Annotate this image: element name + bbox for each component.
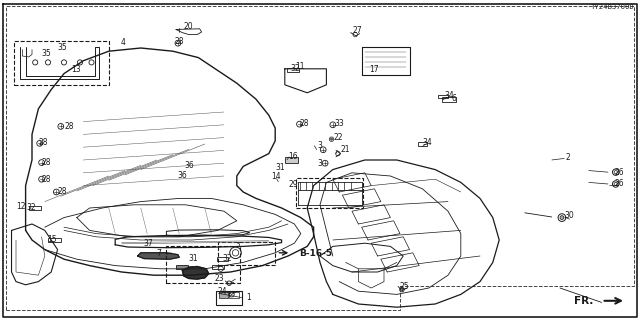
Text: 28: 28 bbox=[65, 122, 74, 131]
Text: 7: 7 bbox=[156, 249, 161, 258]
Bar bbox=[287, 68, 299, 72]
Text: 29: 29 bbox=[288, 180, 298, 189]
Text: 34: 34 bbox=[444, 91, 454, 100]
Text: 28: 28 bbox=[42, 175, 51, 184]
Bar bbox=[229, 292, 239, 298]
Bar bbox=[216, 291, 242, 305]
Text: 12: 12 bbox=[16, 202, 25, 211]
Bar bbox=[14, 41, 109, 85]
Text: 36: 36 bbox=[177, 171, 188, 180]
Bar bbox=[218, 242, 275, 265]
Text: TY24B3700D: TY24B3700D bbox=[591, 4, 635, 10]
Text: 4: 4 bbox=[120, 38, 125, 47]
Text: 26: 26 bbox=[614, 179, 625, 188]
Text: 3: 3 bbox=[317, 141, 323, 150]
Circle shape bbox=[330, 138, 333, 140]
Bar bbox=[217, 257, 228, 261]
Text: 33: 33 bbox=[334, 119, 344, 128]
Bar bbox=[176, 265, 188, 269]
Bar bbox=[418, 142, 428, 146]
Text: 34: 34 bbox=[422, 138, 433, 147]
Bar bbox=[48, 238, 61, 242]
Text: 22: 22 bbox=[333, 133, 342, 142]
Text: B-16-5: B-16-5 bbox=[300, 249, 333, 258]
Text: 28: 28 bbox=[175, 37, 184, 46]
Bar bbox=[296, 178, 363, 208]
Text: 32: 32 bbox=[222, 254, 232, 263]
Bar bbox=[438, 95, 448, 98]
Text: 32: 32 bbox=[26, 203, 36, 212]
Text: 16: 16 bbox=[288, 152, 298, 161]
Bar bbox=[219, 292, 228, 298]
Text: 17: 17 bbox=[369, 65, 380, 74]
Text: 2: 2 bbox=[566, 153, 571, 162]
Text: 15: 15 bbox=[47, 235, 58, 244]
Text: 37: 37 bbox=[143, 239, 154, 248]
Text: 32: 32 bbox=[291, 64, 301, 73]
Circle shape bbox=[560, 216, 564, 220]
Bar bbox=[285, 157, 298, 163]
Text: 13: 13 bbox=[70, 65, 81, 74]
Text: 14: 14 bbox=[271, 172, 282, 181]
Text: 27: 27 bbox=[352, 26, 362, 35]
Text: 26: 26 bbox=[614, 168, 625, 177]
Text: 21: 21 bbox=[341, 145, 350, 154]
Text: 31: 31 bbox=[275, 164, 285, 172]
Text: 36: 36 bbox=[184, 161, 194, 170]
Text: 31: 31 bbox=[188, 254, 198, 263]
Text: 3: 3 bbox=[317, 159, 322, 168]
Polygon shape bbox=[182, 267, 209, 279]
Text: 11: 11 bbox=[295, 62, 304, 71]
Text: 25: 25 bbox=[399, 282, 410, 291]
Text: 6: 6 bbox=[452, 94, 457, 103]
Text: 35: 35 bbox=[41, 49, 51, 58]
Text: 28: 28 bbox=[58, 187, 67, 196]
Text: 24: 24 bbox=[218, 287, 228, 296]
Text: 28: 28 bbox=[42, 158, 51, 167]
Bar bbox=[29, 206, 41, 210]
Text: 23: 23 bbox=[214, 274, 224, 283]
Text: FR.: FR. bbox=[574, 296, 593, 306]
Bar bbox=[442, 97, 456, 102]
Text: 30: 30 bbox=[564, 211, 575, 220]
Text: 20: 20 bbox=[184, 22, 194, 31]
Polygon shape bbox=[138, 253, 179, 259]
Text: 28: 28 bbox=[300, 119, 308, 128]
Text: 35: 35 bbox=[58, 43, 68, 52]
Bar bbox=[166, 246, 240, 283]
Text: 28: 28 bbox=[39, 138, 48, 147]
Text: 1: 1 bbox=[246, 293, 251, 302]
Bar bbox=[212, 265, 224, 269]
